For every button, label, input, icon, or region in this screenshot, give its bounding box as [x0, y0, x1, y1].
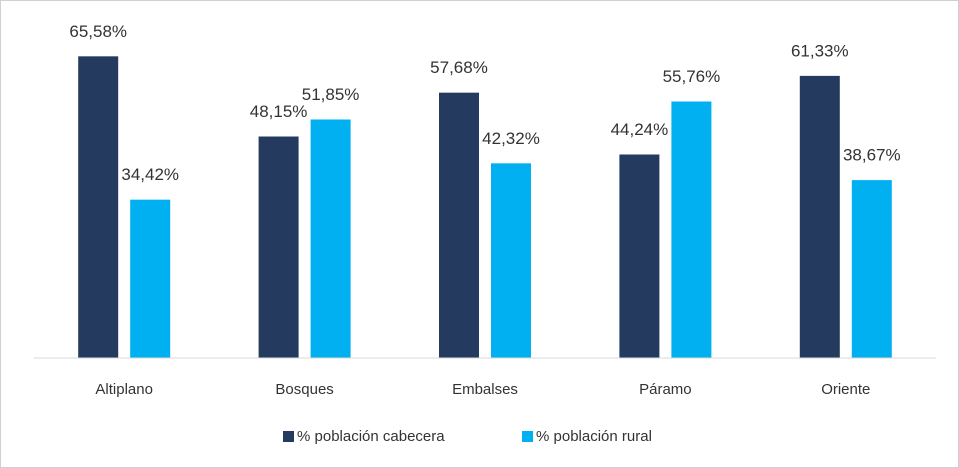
bar [491, 163, 531, 358]
bar [671, 101, 712, 358]
bar [78, 56, 119, 358]
data-label: 51,85% [302, 85, 360, 104]
data-label: 65,58% [69, 22, 127, 41]
bar [851, 180, 892, 358]
legend-swatch [522, 431, 533, 442]
data-label: 44,24% [611, 120, 669, 139]
data-label: 55,76% [663, 67, 721, 86]
legend-label: % población cabecera [297, 428, 445, 445]
legend-label: % población rural [536, 428, 652, 445]
x-tick-label: Bosques [275, 381, 333, 398]
bar [130, 199, 171, 358]
legend-swatch [283, 431, 294, 442]
bar [310, 119, 351, 359]
x-tick-label: Altiplano [95, 381, 153, 398]
data-label: 38,67% [843, 146, 901, 165]
bar [258, 136, 299, 358]
x-tick-label: Embalses [452, 381, 518, 398]
data-label: 57,68% [430, 58, 488, 77]
data-label: 61,33% [791, 41, 849, 60]
bar [619, 154, 660, 358]
data-label: 34,42% [121, 165, 179, 184]
bar [799, 75, 840, 358]
x-tick-label: Oriente [821, 381, 870, 398]
data-label: 42,32% [482, 129, 540, 148]
bar [439, 92, 479, 358]
x-tick-label: Páramo [639, 381, 692, 398]
data-label: 48,15% [250, 102, 308, 121]
